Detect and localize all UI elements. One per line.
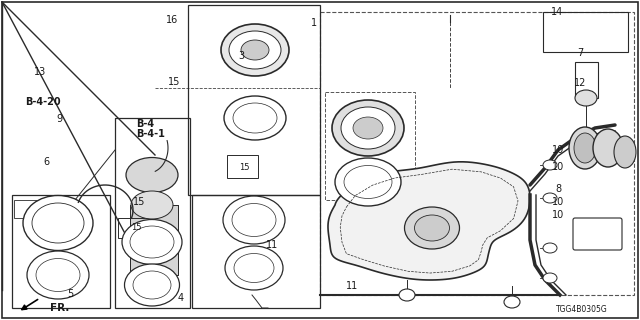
Ellipse shape xyxy=(131,191,173,219)
Text: 6: 6 xyxy=(44,156,50,167)
Ellipse shape xyxy=(415,215,449,241)
Text: 14: 14 xyxy=(550,7,563,17)
Bar xyxy=(130,205,178,275)
Text: 4: 4 xyxy=(178,292,184,303)
Text: 1: 1 xyxy=(310,18,317,28)
Ellipse shape xyxy=(233,103,277,133)
Text: 9: 9 xyxy=(56,114,63,124)
Bar xyxy=(118,218,152,238)
Text: 10: 10 xyxy=(552,145,564,155)
Ellipse shape xyxy=(23,196,93,251)
Ellipse shape xyxy=(593,129,623,167)
Text: B-4-20: B-4-20 xyxy=(26,97,61,107)
Ellipse shape xyxy=(543,193,557,203)
Text: 7: 7 xyxy=(577,48,583,58)
Ellipse shape xyxy=(353,117,383,139)
Ellipse shape xyxy=(335,158,401,206)
Ellipse shape xyxy=(234,253,274,283)
Text: B-4: B-4 xyxy=(136,119,154,129)
Ellipse shape xyxy=(574,133,596,163)
Ellipse shape xyxy=(225,246,283,290)
Bar xyxy=(320,12,634,295)
Text: 16: 16 xyxy=(166,15,178,25)
Ellipse shape xyxy=(32,203,84,243)
Bar xyxy=(115,118,190,308)
Bar xyxy=(130,205,178,275)
Text: 11: 11 xyxy=(346,281,358,292)
Bar xyxy=(188,5,320,195)
Text: 10: 10 xyxy=(552,197,564,207)
Text: 5: 5 xyxy=(67,289,74,299)
Polygon shape xyxy=(328,162,530,280)
Ellipse shape xyxy=(126,157,178,193)
Ellipse shape xyxy=(575,90,597,106)
Text: 15: 15 xyxy=(131,223,141,233)
FancyBboxPatch shape xyxy=(573,218,622,250)
Ellipse shape xyxy=(221,24,289,76)
Ellipse shape xyxy=(543,160,557,170)
Ellipse shape xyxy=(133,271,171,299)
Ellipse shape xyxy=(332,100,404,156)
Bar xyxy=(325,92,415,200)
Ellipse shape xyxy=(232,204,276,236)
Ellipse shape xyxy=(122,220,182,265)
Text: 3: 3 xyxy=(238,51,244,61)
Ellipse shape xyxy=(229,31,281,69)
Ellipse shape xyxy=(27,251,89,299)
Text: 8: 8 xyxy=(556,184,562,194)
Bar xyxy=(192,195,320,308)
Ellipse shape xyxy=(504,296,520,308)
Text: 15: 15 xyxy=(168,76,180,87)
Ellipse shape xyxy=(130,226,174,258)
Text: FR.: FR. xyxy=(50,303,69,313)
Text: 10: 10 xyxy=(552,162,564,172)
Ellipse shape xyxy=(543,273,557,283)
Bar xyxy=(227,155,258,178)
Bar xyxy=(12,195,110,308)
Ellipse shape xyxy=(399,289,415,301)
Ellipse shape xyxy=(241,40,269,60)
Text: B-4-1: B-4-1 xyxy=(136,129,164,139)
Ellipse shape xyxy=(614,136,636,168)
Text: 10: 10 xyxy=(552,210,564,220)
Text: 13: 13 xyxy=(33,67,46,77)
Ellipse shape xyxy=(224,96,286,140)
Bar xyxy=(543,12,628,52)
Bar xyxy=(575,62,598,98)
Text: TGG4B0305G: TGG4B0305G xyxy=(556,305,608,314)
Text: 15: 15 xyxy=(133,196,145,207)
Ellipse shape xyxy=(404,207,460,249)
Ellipse shape xyxy=(543,243,557,253)
Text: 11: 11 xyxy=(266,240,278,250)
Ellipse shape xyxy=(223,196,285,244)
Text: 15: 15 xyxy=(239,163,249,172)
Bar xyxy=(14,200,40,218)
Ellipse shape xyxy=(341,107,395,149)
Ellipse shape xyxy=(344,165,392,198)
Ellipse shape xyxy=(125,264,179,306)
Text: 12: 12 xyxy=(573,77,586,88)
Ellipse shape xyxy=(36,259,80,292)
Ellipse shape xyxy=(569,127,601,169)
